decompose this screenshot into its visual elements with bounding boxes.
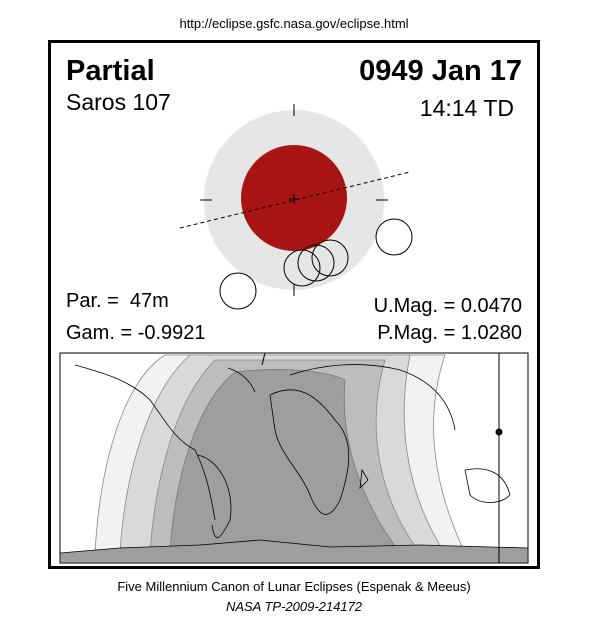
moon-positions: [219, 218, 413, 310]
time: 14:14 TD: [420, 95, 514, 121]
moon-path: [179, 171, 411, 229]
url: http://eclipse.gsfc.nasa.gov/eclipse.htm…: [179, 16, 408, 31]
penumbral-magnitude: P.Mag. = 1.0280: [377, 322, 522, 344]
eclipse-type: Partial: [66, 55, 155, 87]
visibility-map: [59, 352, 529, 564]
partial-duration: Par. = 47m: [66, 290, 169, 312]
canon-reference: Five Millennium Canon of Lunar Eclipses …: [117, 579, 470, 594]
umbral-magnitude: U.Mag. = 0.0470: [374, 295, 522, 317]
publication: NASA TP-2009-214172: [226, 599, 363, 614]
gamma: Gam. = -0.9921: [66, 322, 206, 344]
eclipse-date: 0949 Jan 17: [359, 55, 522, 87]
saros: Saros 107: [66, 89, 171, 115]
